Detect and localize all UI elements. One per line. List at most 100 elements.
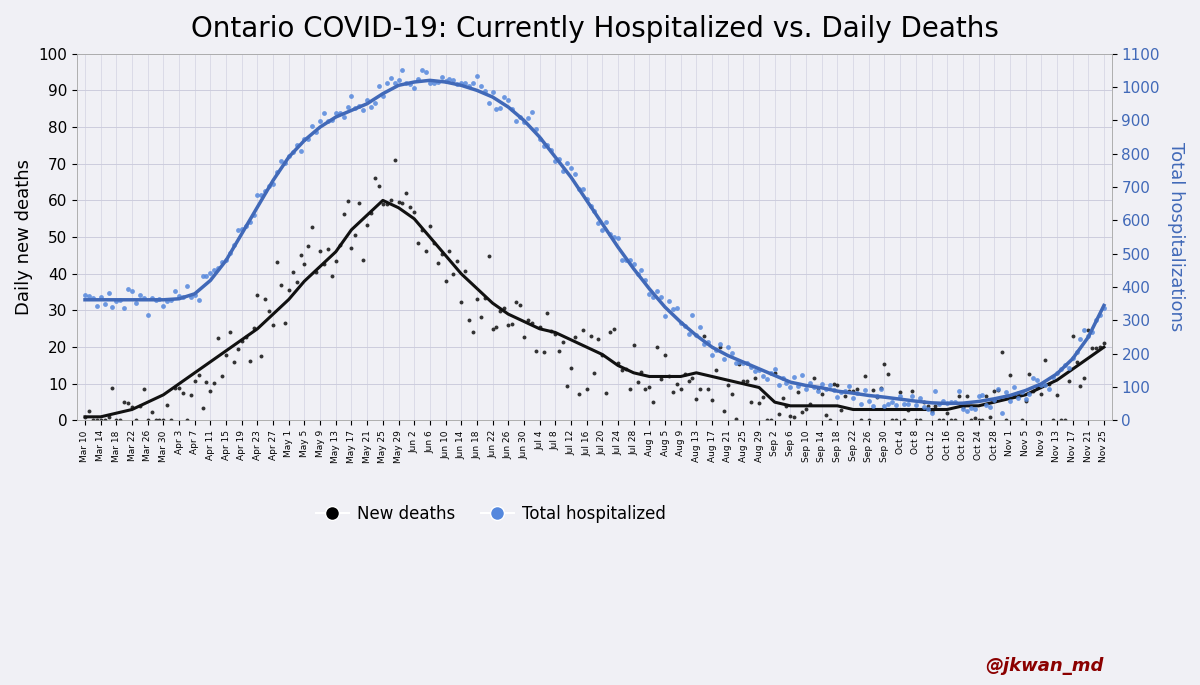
Point	[244, 210, 263, 221]
Point	[385, 155, 404, 166]
Point	[664, 303, 683, 314]
Point	[503, 103, 522, 114]
Point	[593, 350, 612, 361]
Point	[392, 65, 412, 76]
Point	[256, 293, 275, 304]
Point	[949, 386, 968, 397]
Point	[1091, 310, 1110, 321]
Point	[440, 245, 460, 256]
Point	[76, 411, 95, 422]
Point	[581, 330, 600, 341]
Point	[150, 415, 169, 426]
Point	[190, 369, 209, 380]
Point	[655, 311, 674, 322]
Point	[142, 407, 161, 418]
Point	[248, 290, 268, 301]
Point	[761, 368, 780, 379]
Point	[707, 345, 726, 356]
Point	[541, 325, 560, 336]
Point	[733, 358, 752, 369]
Point	[200, 268, 220, 279]
Point	[1067, 356, 1086, 367]
Point	[1048, 390, 1067, 401]
Point	[965, 412, 984, 423]
Point	[1008, 388, 1027, 399]
Point	[428, 258, 448, 269]
Point	[953, 401, 972, 412]
Point	[1079, 331, 1098, 342]
Point	[1016, 396, 1036, 407]
Point	[456, 265, 475, 276]
Point	[824, 379, 844, 390]
Point	[761, 415, 780, 426]
Point	[565, 332, 584, 342]
Point	[851, 414, 870, 425]
Point	[671, 384, 690, 395]
Point	[1024, 373, 1043, 384]
Point	[162, 415, 181, 426]
Point	[1094, 337, 1114, 348]
Point	[1079, 324, 1098, 335]
Point	[584, 368, 604, 379]
Point	[432, 248, 451, 259]
Point	[652, 292, 671, 303]
Point	[934, 396, 953, 407]
Point	[683, 372, 702, 383]
Point	[228, 343, 247, 354]
Point	[648, 342, 667, 353]
Point	[131, 401, 150, 412]
Point	[726, 414, 745, 425]
Point	[212, 257, 232, 268]
Point	[138, 310, 157, 321]
Point	[973, 390, 992, 401]
Point	[628, 269, 647, 279]
Point	[980, 411, 1000, 422]
Point	[244, 323, 263, 334]
Point	[408, 73, 427, 84]
Point	[349, 197, 368, 208]
Point	[264, 319, 283, 330]
Point	[221, 327, 240, 338]
Point	[750, 364, 769, 375]
Point	[416, 245, 436, 256]
Point	[275, 157, 294, 168]
Point	[809, 386, 828, 397]
Point	[346, 230, 365, 241]
Point	[98, 412, 118, 423]
Point	[617, 255, 636, 266]
Point	[676, 369, 695, 380]
Point	[596, 216, 616, 227]
Point	[1075, 373, 1094, 384]
Point	[890, 390, 910, 401]
Point	[769, 380, 788, 391]
Point	[757, 373, 776, 384]
Point	[1036, 380, 1055, 391]
Point	[1070, 380, 1090, 391]
Point	[636, 275, 655, 286]
Point	[205, 378, 224, 389]
Point	[1094, 303, 1114, 314]
Point	[107, 295, 126, 306]
Point	[494, 302, 514, 313]
Y-axis label: Daily new deaths: Daily new deaths	[14, 159, 32, 315]
Point	[859, 415, 878, 426]
Point	[792, 407, 811, 418]
Point	[1004, 382, 1024, 393]
Point	[792, 369, 811, 380]
Point	[574, 184, 593, 195]
Point	[487, 103, 506, 114]
Point	[134, 292, 154, 303]
Point	[338, 195, 358, 206]
Point	[608, 233, 628, 244]
Point	[883, 415, 902, 426]
Point	[828, 379, 847, 390]
Point	[918, 403, 937, 414]
Point	[311, 115, 330, 126]
Point	[1051, 364, 1070, 375]
Point	[871, 382, 890, 393]
Point	[178, 415, 197, 426]
Point	[280, 285, 299, 296]
Point	[510, 299, 529, 310]
Point	[894, 399, 913, 410]
Point	[899, 399, 918, 410]
